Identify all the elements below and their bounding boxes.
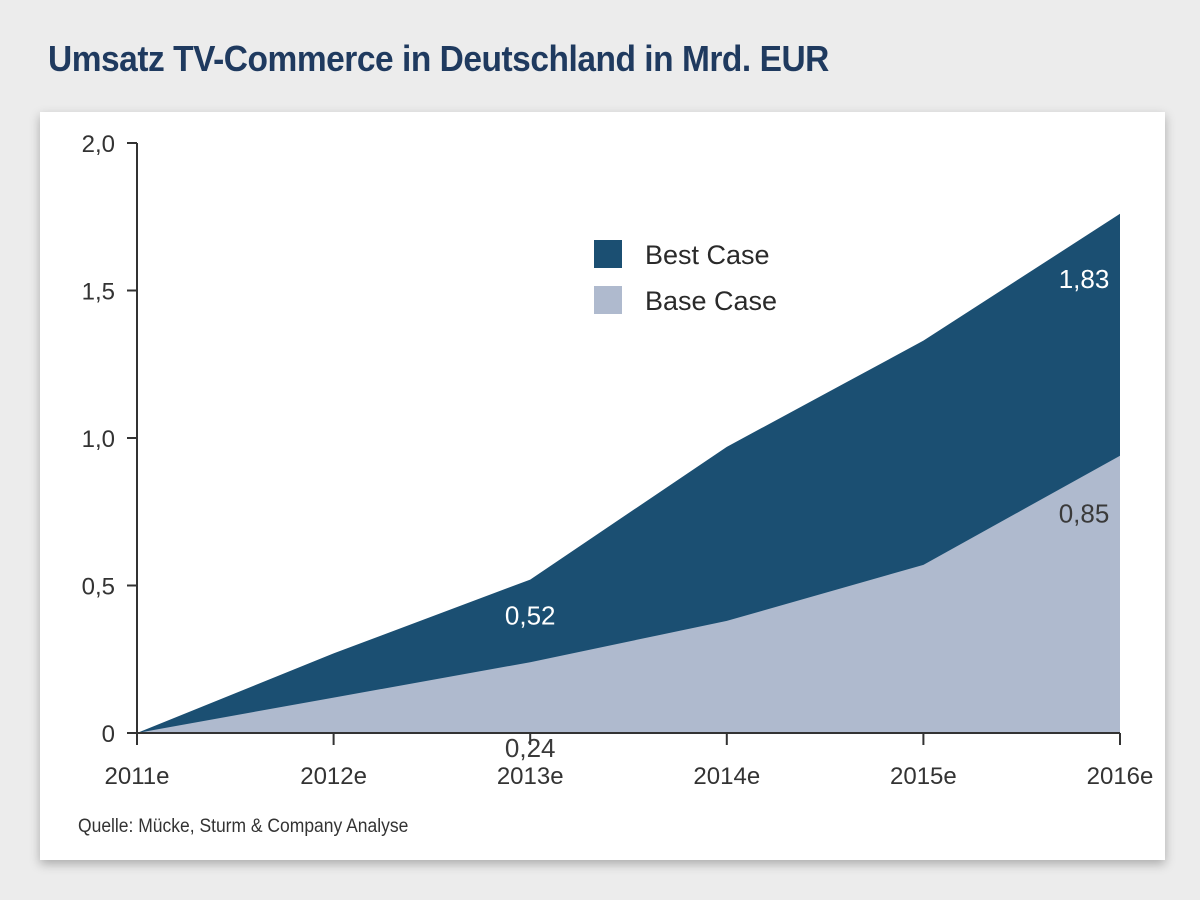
y-tick-label: 0 <box>102 721 115 748</box>
x-tick-label: 2012e <box>300 763 367 790</box>
x-tick-label: 2013e <box>497 763 564 790</box>
chart-title: Umsatz TV-Commerce in Deutschland in Mrd… <box>48 38 829 79</box>
y-tick-label: 1,0 <box>82 426 115 453</box>
x-tick-label: 2014e <box>693 763 760 790</box>
x-tick-label: 2015e <box>890 763 957 790</box>
legend-swatch-best-case <box>594 240 622 268</box>
legend-swatch-base-case <box>594 286 622 314</box>
data-label-base-case: 0,24 <box>505 733 556 763</box>
x-tick-label: 2016e <box>1087 763 1154 790</box>
data-label-best-case: 1,83 <box>1059 264 1110 294</box>
y-tick-label: 0,5 <box>82 574 115 601</box>
y-tick-label: 1,5 <box>82 279 115 306</box>
source-note: Quelle: Mücke, Sturm & Company Analyse <box>78 816 409 837</box>
legend-label-base-case: Base Case <box>645 286 777 316</box>
x-tick-label: 2011e <box>105 763 170 790</box>
y-tick-label: 2,0 <box>82 131 115 158</box>
data-label-base-case: 0,85 <box>1059 499 1110 529</box>
area-base-case <box>137 455 1120 733</box>
legend-label-best-case: Best Case <box>645 240 770 270</box>
data-label-best-case: 0,52 <box>505 601 556 631</box>
